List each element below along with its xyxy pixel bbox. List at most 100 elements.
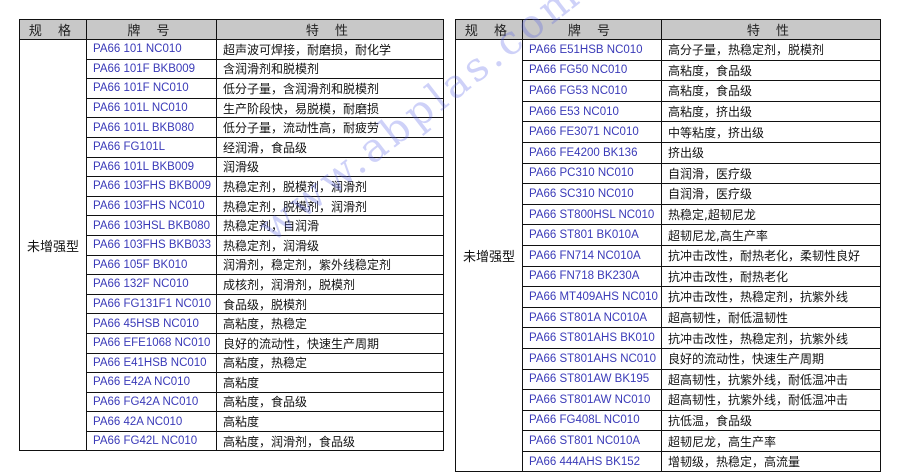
grade-cell[interactable]: PA66 FG50 NC010 xyxy=(522,59,662,82)
table-row: PA66 103HSL BKB080 热稳定剂，自润滑 xyxy=(20,215,444,236)
feature-cell: 热稳定剂，脱模剂，润滑剂 xyxy=(216,195,444,217)
table-row: PA66 ST801 BK010A 超韧尼龙,高生产率 xyxy=(456,224,881,246)
feature-cell: 高粘度，食品级 xyxy=(661,80,881,102)
grade-cell[interactable]: PA66 444AHS BK152 xyxy=(522,450,662,473)
grade-cell[interactable]: PA66 FG42A NC010 xyxy=(86,391,217,413)
grade-cell[interactable]: PA66 101F BKB009 xyxy=(86,58,217,80)
table-row: PA66 SC310 NC010 自润滑，医疗级 xyxy=(456,183,881,205)
grade-cell[interactable]: PA66 E41HSB NC010 xyxy=(86,352,217,374)
header-spec: 规 格 xyxy=(455,19,523,40)
table-row: PA66 FG42A NC010 高粘度，食品级 xyxy=(20,391,444,413)
table-row: PA66 103FHS BKB033 热稳定剂，润滑级 xyxy=(20,234,444,256)
header-feature: 特 性 xyxy=(216,19,444,40)
table-row: PA66 103FHS NC010 热稳定剂，脱模剂，润滑剂 xyxy=(20,195,444,217)
feature-cell: 自润滑，医疗级 xyxy=(661,162,881,185)
grade-cell[interactable]: PA66 ST801AHS NC010 xyxy=(522,347,662,370)
header-spec: 规 格 xyxy=(19,19,87,40)
header-feature: 特 性 xyxy=(661,19,881,40)
feature-cell: 润滑级 xyxy=(216,156,444,178)
table-row: PA66 444AHS BK152 增韧级，热稳定，高流量 xyxy=(456,450,881,473)
grade-cell[interactable]: PA66 132F NC010 xyxy=(86,274,217,295)
grade-cell[interactable]: PA66 SC310 NC010 xyxy=(522,183,662,205)
header-grade: 牌 号 xyxy=(522,19,662,40)
feature-cell: 热稳定剂，脱模剂，润滑剂 xyxy=(216,176,444,197)
grade-cell[interactable]: PA66 ST801 BK010A xyxy=(522,224,662,246)
table-row: PA66 ST801AW BK195 超高韧性，抗紫外线，耐低温冲击 xyxy=(456,368,881,391)
grade-cell[interactable]: PA66 FE3071 NC010 xyxy=(522,121,662,143)
grade-cell[interactable]: PA66 ST801AW NC010 xyxy=(522,389,662,411)
grade-cell[interactable]: PA66 103HSL BKB080 xyxy=(86,215,217,236)
feature-cell: 高粘度，食品级 xyxy=(661,59,881,82)
table-header-row: 规 格 牌 号 特 性 xyxy=(19,19,444,40)
feature-cell: 超高韧性，抗紫外线，耐低温冲击 xyxy=(661,368,881,391)
feature-cell: 高粘度，食品级 xyxy=(216,391,444,413)
grade-cell[interactable]: PA66 FN718 BK230A xyxy=(522,265,662,288)
feature-cell: 良好的流动性，快速生产周期 xyxy=(216,332,444,354)
grade-cell[interactable]: PA66 101L BKB080 xyxy=(86,117,217,138)
grade-cell[interactable]: PA66 FG42L NC010 xyxy=(86,430,217,452)
grade-cell[interactable]: PA66 45HSB NC010 xyxy=(86,313,217,334)
feature-cell: 增韧级，热稳定，高流量 xyxy=(661,450,881,473)
table-row: PA66 FG131F1 NC010 食品级，脱模剂 xyxy=(20,293,444,315)
feature-cell: 自润滑，医疗级 xyxy=(661,183,881,205)
feature-cell: 超高韧性，耐低温韧性 xyxy=(661,306,881,329)
grade-cell[interactable]: PA66 FE4200 BK136 xyxy=(522,141,662,164)
grade-cell[interactable]: PA66 ST801 NC010A xyxy=(522,430,662,452)
feature-cell: 低分子量，含润滑剂和脱模剂 xyxy=(216,78,444,99)
feature-cell: 挤出级 xyxy=(661,141,881,164)
grade-cell[interactable]: PA66 FN714 NC010A xyxy=(522,244,662,267)
feature-cell: 超高韧性，抗紫外线，耐低温冲击 xyxy=(661,389,881,411)
grade-cell[interactable]: PA66 105F BK010 xyxy=(86,254,217,276)
grade-cell[interactable]: PA66 ST801AW BK195 xyxy=(522,368,662,391)
feature-cell: 成核剂，润滑剂，脱模剂 xyxy=(216,274,444,295)
table-row: PA66 E53 NC010 高粘度，挤出级 xyxy=(456,100,881,123)
table-row: PA66 ST801AW NC010 超高韧性，抗紫外线，耐低温冲击 xyxy=(456,389,881,411)
grade-cell[interactable]: PA66 FG408L NC010 xyxy=(522,409,662,432)
table-row: PA66 FE4200 BK136 挤出级 xyxy=(456,141,881,164)
feature-cell: 含润滑剂和脱模剂 xyxy=(216,58,444,80)
grade-cell[interactable]: PA66 EFE1068 NC010 xyxy=(86,332,217,354)
grade-cell[interactable]: PA66 42A NC010 xyxy=(86,411,217,432)
grade-cell[interactable]: PA66 ST801A NC010A xyxy=(522,306,662,329)
table-row: PA66 FG101L 经润滑，食品级 xyxy=(20,136,444,158)
feature-cell: 抗冲击改性，热稳定剂，抗紫外线 xyxy=(661,286,881,308)
grade-cell[interactable]: PA66 101 NC010 xyxy=(86,39,217,60)
feature-cell: 经润滑，食品级 xyxy=(216,136,444,158)
feature-cell: 中等粘度，挤出级 xyxy=(661,121,881,143)
feature-cell: 高分子量，热稳定剂，脱模剂 xyxy=(661,39,881,61)
table-row: PA66 42A NC010 高粘度 xyxy=(20,411,444,432)
grade-cell[interactable]: PA66 PC310 NC010 xyxy=(522,162,662,185)
table-row: PA66 105F BK010 润滑剂，稳定剂，紫外线稳定剂 xyxy=(20,254,444,276)
table-row: PA66 ST801AHS BK010 抗冲击改性，热稳定剂，抗紫外线 xyxy=(456,327,881,349)
grade-cell[interactable]: PA66 103FHS NC010 xyxy=(86,195,217,217)
grade-cell[interactable]: PA66 101L NC010 xyxy=(86,97,217,119)
grade-cell[interactable]: PA66 FG101L xyxy=(86,136,217,158)
feature-cell: 抗冲击改性，热稳定剂，抗紫外线 xyxy=(661,327,881,349)
grade-cell[interactable]: PA66 FG131F1 NC010 xyxy=(86,293,217,315)
feature-cell: 超声波可焊接，耐磨损，耐化学 xyxy=(216,39,444,60)
grade-cell[interactable]: PA66 101L BKB009 xyxy=(86,156,217,178)
grade-cell[interactable]: PA66 E53 NC010 xyxy=(522,100,662,123)
feature-cell: 高粘度，热稳定 xyxy=(216,352,444,374)
grade-cell[interactable]: PA66 ST800HSL NC010 xyxy=(522,203,662,226)
feature-cell: 热稳定剂，润滑级 xyxy=(216,234,444,256)
grade-cell[interactable]: PA66 E51HSB NC010 xyxy=(522,39,662,61)
feature-cell: 润滑剂，稳定剂，紫外线稳定剂 xyxy=(216,254,444,276)
feature-cell: 高粘度，挤出级 xyxy=(661,100,881,123)
grade-cell[interactable]: PA66 103FHS BKB009 xyxy=(86,176,217,197)
feature-cell: 超韧尼龙，高生产率 xyxy=(661,430,881,452)
grade-cell[interactable]: PA66 101F NC010 xyxy=(86,78,217,99)
grade-cell[interactable]: PA66 103FHS BKB033 xyxy=(86,234,217,256)
feature-cell: 热稳定,超韧尼龙 xyxy=(661,203,881,226)
grade-cell[interactable]: PA66 E42A NC010 xyxy=(86,372,217,393)
feature-cell: 抗冲击改性，耐热老化 xyxy=(661,265,881,288)
table-header-row: 规 格 牌 号 特 性 xyxy=(455,19,881,40)
table-row: PA66 FN714 NC010A 抗冲击改性，耐热老化，柔韧性良好 xyxy=(456,244,881,267)
grade-cell[interactable]: PA66 MT409AHS NC010 xyxy=(522,286,662,308)
feature-cell: 抗冲击改性，耐热老化，柔韧性良好 xyxy=(661,244,881,267)
feature-cell: 高粘度，润滑剂，食品级 xyxy=(216,430,444,452)
grade-cell[interactable]: PA66 ST801AHS BK010 xyxy=(522,327,662,349)
feature-cell: 高粘度，热稳定 xyxy=(216,313,444,334)
grade-cell[interactable]: PA66 FG53 NC010 xyxy=(522,80,662,102)
table-row: PA66 FG53 NC010 高粘度，食品级 xyxy=(456,80,881,102)
